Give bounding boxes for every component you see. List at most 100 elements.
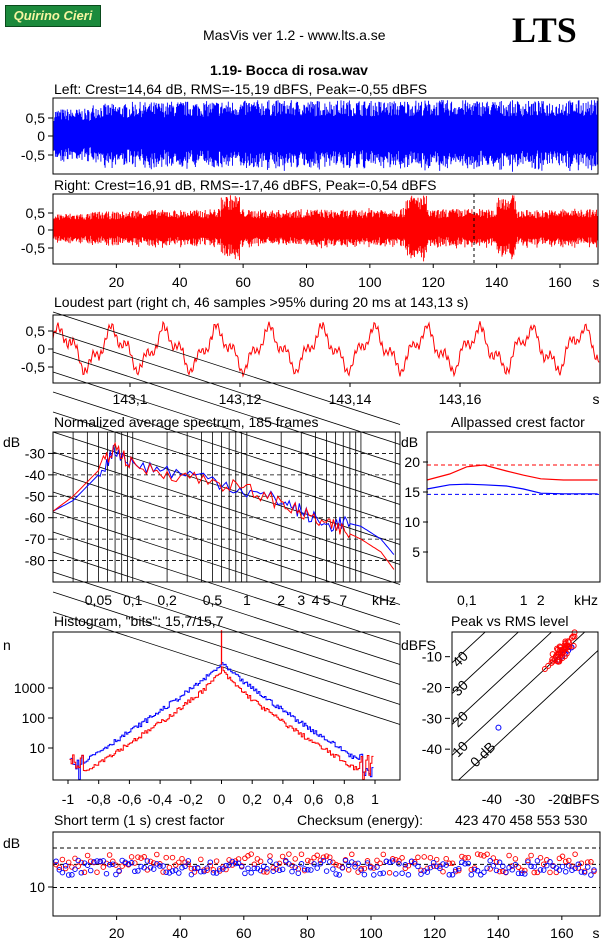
pvr-cluster-point-36 xyxy=(552,653,559,660)
crest-point-red-37 xyxy=(166,864,173,871)
crest-point-red-64 xyxy=(251,861,258,868)
crest-point-blue-115 xyxy=(411,860,418,867)
peak-vs-rms-title: Peak vs RMS level xyxy=(451,613,569,629)
histogram-xtick-5: 0 xyxy=(218,791,226,807)
crest-point-blue-133 xyxy=(468,871,475,878)
crest-point-blue-137 xyxy=(481,869,487,875)
spectrum-series-blue xyxy=(53,445,395,555)
crest-point-red-142 xyxy=(496,868,503,875)
crest-point-blue-43 xyxy=(185,858,192,864)
crest-point-red-154 xyxy=(534,869,541,876)
crest-point-blue-85 xyxy=(317,860,324,867)
crest-xtick-7: 160 xyxy=(550,925,574,941)
spectrum-slope-10 xyxy=(52,511,401,625)
crest-point-red-130 xyxy=(459,853,465,860)
crest-point-blue-49 xyxy=(204,865,210,871)
crest-point-blue-78 xyxy=(295,870,302,876)
crest-point-blue-124 xyxy=(440,861,446,867)
crest-point-blue-119 xyxy=(424,869,431,875)
crest-point-blue-147 xyxy=(512,861,519,868)
loudest-frame xyxy=(52,314,601,384)
crest-point-red-107 xyxy=(386,870,393,876)
pvr-ytick-0: -10 xyxy=(422,649,442,665)
loudest-waveform xyxy=(52,320,600,378)
crest-point-blue-21 xyxy=(116,867,122,874)
crest-point-red-132 xyxy=(465,854,471,861)
spectrum-slope-1 xyxy=(52,331,401,445)
crest-point-blue-120 xyxy=(427,864,434,871)
crest-point-blue-84 xyxy=(314,865,320,871)
crest-xtick-2: 60 xyxy=(236,925,252,941)
crest-point-blue-96 xyxy=(352,864,358,870)
crest-point-blue-89 xyxy=(330,866,336,872)
crest-point-red-108 xyxy=(389,856,396,862)
crest-point-blue-15 xyxy=(97,858,103,865)
crest-point-blue-13 xyxy=(91,859,97,865)
histogram-xtick-2: -0,6 xyxy=(117,791,141,807)
spectrum-slope-8 xyxy=(52,471,401,585)
crest-point-red-147 xyxy=(512,856,519,862)
crest-point-blue-168 xyxy=(578,869,585,875)
spectrum-xtick-10: kHz xyxy=(372,592,396,608)
crest-point-red-139 xyxy=(487,866,493,872)
crest-point-blue-8 xyxy=(75,857,81,864)
crest-point-blue-131 xyxy=(462,861,468,867)
pvr-xtick-2: -20 xyxy=(548,791,568,807)
crest-point-red-99 xyxy=(361,865,368,872)
spectrum-slope-7 xyxy=(52,451,401,565)
crest-point-red-85 xyxy=(317,857,324,864)
spectrum-slope-15 xyxy=(52,611,401,725)
crest-point-blue-42 xyxy=(182,863,188,870)
right-channel-frame xyxy=(52,193,599,265)
crest-point-red-168 xyxy=(578,860,585,866)
crest-point-blue-109 xyxy=(393,871,399,877)
pvr-ylabel: dBFS xyxy=(401,637,436,653)
crest-point-blue-25 xyxy=(128,860,135,866)
crest-point-blue-172 xyxy=(591,867,597,873)
crest-point-blue-144 xyxy=(503,869,509,875)
crest-point-red-124 xyxy=(440,868,446,875)
crest-point-blue-1 xyxy=(53,858,59,865)
crest-point-blue-135 xyxy=(474,868,481,874)
left-channel-waveform xyxy=(53,100,599,172)
crest-ytick-0: 10 xyxy=(29,879,45,895)
spectrum-slope-14 xyxy=(52,591,401,705)
allpass-ytick-0: 20 xyxy=(404,454,420,470)
allpass-xtick-1: 1 xyxy=(520,592,528,608)
pvr-diagonal-label-4: 0 dB xyxy=(467,738,499,770)
crest-point-red-26 xyxy=(132,860,138,866)
crest-point-red-8 xyxy=(75,863,81,869)
histogram-ytick-1: 100 xyxy=(22,710,46,726)
left-channel-ytick-1: 0 xyxy=(37,128,45,144)
allpass-ylabel: dB xyxy=(401,434,418,450)
crest-point-red-39 xyxy=(172,862,179,868)
histogram-xtick-10: 1 xyxy=(371,791,379,807)
pvr-diagonal-1 xyxy=(452,632,586,756)
crest-point-red-57 xyxy=(229,862,236,868)
pvr-cluster-point-37 xyxy=(562,642,569,649)
crest-point-red-136 xyxy=(478,852,484,858)
crest-point-blue-39 xyxy=(172,867,179,873)
crest-point-blue-61 xyxy=(242,870,248,877)
crest-point-blue-111 xyxy=(399,870,405,876)
crest-point-blue-123 xyxy=(437,865,443,872)
crest-point-blue-86 xyxy=(320,857,327,864)
pvr-point-blue-5 xyxy=(495,724,502,731)
crest-point-blue-112 xyxy=(402,862,409,868)
crest-point-blue-54 xyxy=(220,866,226,872)
right-channel-waveform xyxy=(53,195,599,262)
crest-xtick-8: s xyxy=(593,925,600,941)
crest-point-blue-12 xyxy=(87,867,94,874)
histogram-frame xyxy=(52,631,401,781)
crest-point-blue-136 xyxy=(478,872,484,878)
crest-point-red-115 xyxy=(411,859,418,865)
crest-point-blue-28 xyxy=(138,863,144,870)
crest-point-blue-83 xyxy=(311,861,317,867)
crest-point-red-87 xyxy=(323,853,330,859)
crest-point-blue-157 xyxy=(544,862,550,869)
spectrum-xtick-8: 5 xyxy=(323,592,331,608)
crest-xtick-0: 20 xyxy=(109,925,125,941)
crest-point-red-35 xyxy=(160,869,166,875)
allpass-series-red xyxy=(426,464,598,481)
crest-point-blue-126 xyxy=(446,872,453,878)
